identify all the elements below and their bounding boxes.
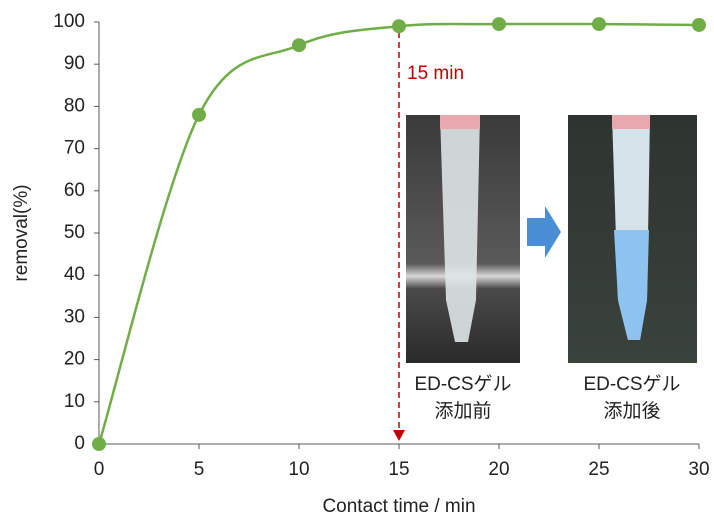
x-tick-label: 0 — [94, 459, 105, 480]
data-point — [92, 437, 106, 451]
x-tick-label: 5 — [194, 459, 205, 480]
data-point — [592, 17, 606, 32]
y-tick-label: 30 — [64, 306, 85, 327]
data-point — [192, 107, 206, 122]
inset-arrow — [527, 206, 561, 258]
x-tick-label: 10 — [288, 459, 309, 480]
y-tick-label: 0 — [74, 433, 85, 454]
y-tick-label: 50 — [64, 222, 85, 243]
y-tick-label: 90 — [64, 53, 85, 74]
x-tick-label: 15 — [388, 459, 409, 480]
inset-label: 添加前 — [434, 400, 491, 422]
y-tick-label: 40 — [64, 264, 85, 285]
y-tick-label: 80 — [64, 95, 85, 116]
x-tick-label: 20 — [488, 459, 509, 480]
inset-label: ED-CSゲル — [414, 373, 511, 395]
inset-label: ED-CSゲル — [583, 373, 680, 395]
annotation-arrowhead — [393, 430, 405, 441]
data-point — [692, 17, 706, 32]
inset-photo-before — [406, 115, 520, 363]
x-tick-label: 25 — [588, 459, 609, 480]
data-point — [392, 19, 406, 34]
data-point — [492, 17, 506, 32]
y-tick-label: 10 — [64, 391, 85, 412]
y-tick-label: 60 — [64, 180, 85, 201]
y-tick-label: 70 — [64, 138, 85, 159]
x-axis-label: Contact time / min — [322, 496, 475, 517]
y-tick-label: 20 — [64, 349, 85, 370]
inset-photo-after — [568, 115, 697, 363]
annotation-text: 15 min — [407, 63, 464, 84]
inset-label: 添加後 — [603, 400, 660, 422]
y-tick-label: 100 — [53, 11, 85, 32]
data-point — [292, 38, 306, 53]
x-tick-label: 30 — [688, 459, 709, 480]
y-axis-label: removal(%) — [11, 184, 32, 281]
